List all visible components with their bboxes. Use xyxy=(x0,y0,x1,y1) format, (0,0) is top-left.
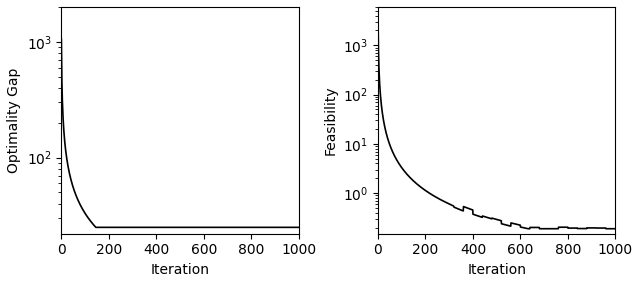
Y-axis label: Optimality Gap: Optimality Gap xyxy=(7,68,21,173)
X-axis label: Iteration: Iteration xyxy=(150,263,210,277)
X-axis label: Iteration: Iteration xyxy=(467,263,526,277)
Y-axis label: Feasibility: Feasibility xyxy=(323,85,337,155)
